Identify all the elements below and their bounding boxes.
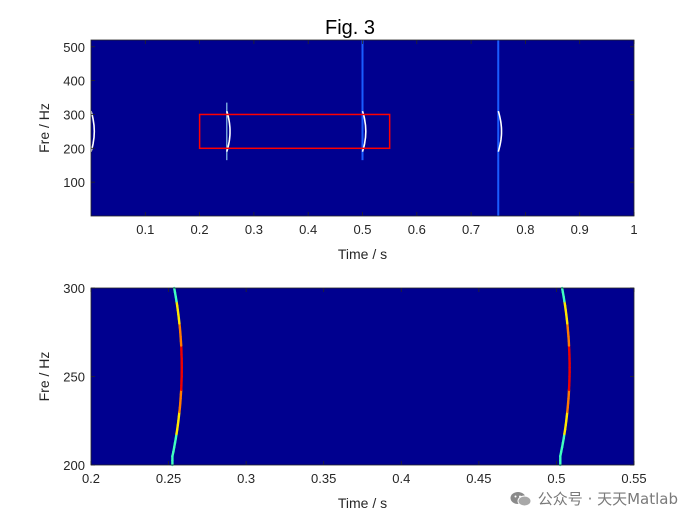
chirp-ridge xyxy=(171,286,184,467)
x-tick-label: 0.6 xyxy=(408,222,426,237)
top-plot-marks xyxy=(90,40,503,216)
chirp-curve xyxy=(497,110,503,152)
chirp-curve xyxy=(90,110,96,152)
x-tick-label: 0.3 xyxy=(245,222,263,237)
y-tick-label: 200 xyxy=(63,141,85,156)
top-spectrogram-axes: 0.1 0.2 0.3 0.4 0.5 0.6 0.7 0.8 0.9 1 100 200 300 40… xyxy=(36,39,638,262)
x-tick-label: 0.55 xyxy=(621,471,646,486)
top-x-ticks: 0.1 0.2 0.3 0.4 0.5 0.6 0.7 0.8 0.9 1 xyxy=(136,40,638,237)
top-y-axis-label: Fre / Hz xyxy=(36,103,52,153)
bottom-x-axis-label: Time / s xyxy=(338,495,387,511)
y-tick-label: 400 xyxy=(63,74,85,89)
x-tick-label: 0.45 xyxy=(466,471,491,486)
x-tick-label: 0.7 xyxy=(462,222,480,237)
bottom-y-ticks: 200 250 300 xyxy=(63,281,634,473)
ridge-segment xyxy=(172,286,177,294)
y-tick-label: 300 xyxy=(63,107,85,122)
x-tick-label: 0.4 xyxy=(392,471,410,486)
wechat-icon xyxy=(510,491,532,506)
x-tick-label: 0.2 xyxy=(191,222,209,237)
figure-title: Fig. 3 xyxy=(325,17,375,39)
y-tick-label: 250 xyxy=(63,370,85,385)
chirp-curve xyxy=(226,110,231,152)
x-tick-label: 0.3 xyxy=(237,471,255,486)
x-tick-label: 0.9 xyxy=(571,222,589,237)
y-tick-label: 100 xyxy=(63,175,85,190)
chirp-curve xyxy=(361,110,367,152)
y-tick-label: 200 xyxy=(63,458,85,473)
bottom-plot-marks xyxy=(171,286,571,467)
ridge-segment xyxy=(560,286,565,294)
top-y-ticks: 100 200 300 400 500 xyxy=(63,40,634,190)
x-tick-label: 0.4 xyxy=(299,222,317,237)
x-tick-label: 1 xyxy=(630,222,637,237)
watermark: 公众号 · 天天Matlab xyxy=(510,488,678,509)
x-tick-label: 0.35 xyxy=(311,471,336,486)
x-tick-label: 0.5 xyxy=(353,222,371,237)
bottom-x-ticks: 0.2 0.25 0.3 0.35 0.4 0.45 0.5 0.55 xyxy=(82,288,647,486)
top-x-axis-label: Time / s xyxy=(338,246,387,262)
x-tick-label: 0.5 xyxy=(547,471,565,486)
x-tick-label: 0.8 xyxy=(516,222,534,237)
x-tick-label: 0.1 xyxy=(136,222,154,237)
chirp-ridge xyxy=(559,286,571,467)
bottom-zoom-axes: 0.2 0.25 0.3 0.35 0.4 0.45 0.5 0.55 200 250 300 T… xyxy=(36,281,647,511)
bottom-y-axis-label: Fre / Hz xyxy=(36,352,52,402)
watermark-text: 公众号 · 天天Matlab xyxy=(537,490,678,508)
bottom-plot-area xyxy=(91,288,634,465)
y-tick-label: 300 xyxy=(63,281,85,296)
y-tick-label: 500 xyxy=(63,40,85,55)
highlight-box xyxy=(198,113,391,150)
x-tick-label: 0.2 xyxy=(82,471,100,486)
x-tick-label: 0.25 xyxy=(156,471,181,486)
